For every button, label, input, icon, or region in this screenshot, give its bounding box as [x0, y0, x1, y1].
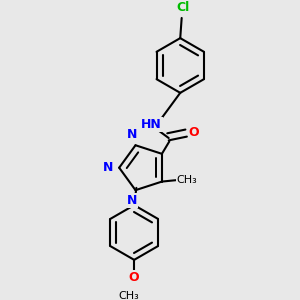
Text: N: N: [127, 194, 137, 207]
Text: O: O: [189, 126, 200, 140]
Text: CH₃: CH₃: [177, 175, 197, 185]
Text: HN: HN: [141, 118, 162, 131]
Text: N: N: [127, 128, 137, 141]
Text: CH₃: CH₃: [118, 291, 139, 300]
Text: N: N: [103, 161, 113, 174]
Text: Cl: Cl: [176, 2, 190, 14]
Text: O: O: [129, 271, 140, 284]
